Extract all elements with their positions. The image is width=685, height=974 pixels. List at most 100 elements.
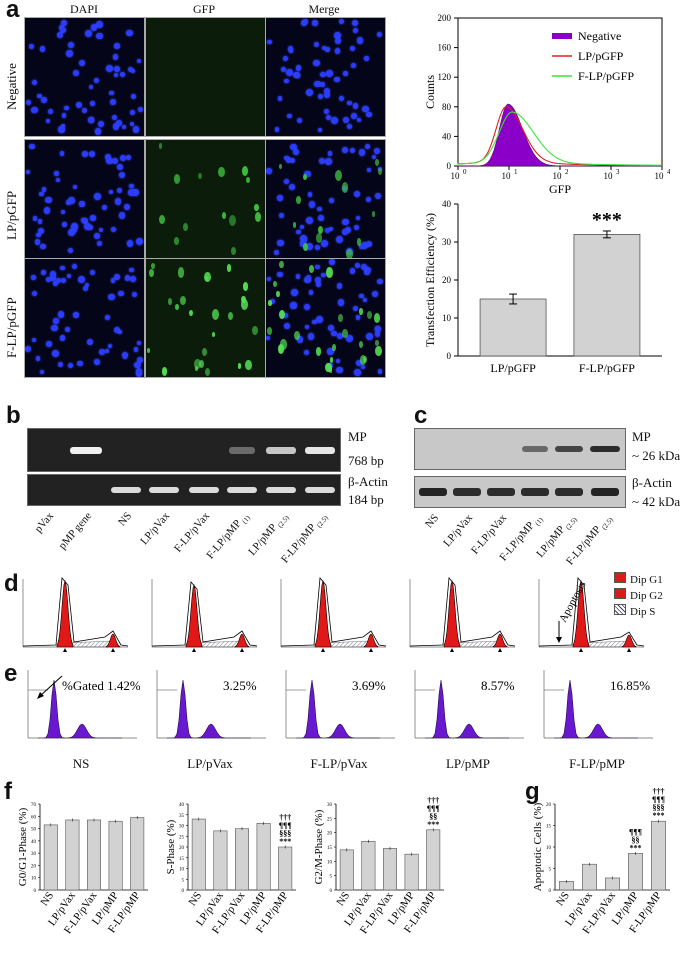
- bar-lp-pgfp: [479, 298, 547, 357]
- cell-cycle-histogram-2: [151, 579, 258, 652]
- band-label-actin: β-Actin: [348, 474, 388, 489]
- bar-f-lp-pmp: [278, 846, 293, 891]
- svg-text:15: 15: [546, 825, 552, 830]
- panel-letter-g: g: [525, 778, 540, 805]
- svg-text:30: 30: [31, 852, 37, 857]
- panel-letter-c: c: [414, 402, 428, 429]
- svg-text:15: 15: [179, 857, 185, 862]
- micrograph-r3-c2: [145, 258, 266, 378]
- bar-lp-pvax: [361, 840, 376, 891]
- svg-text:***: ***: [653, 811, 665, 820]
- svg-text:20: 20: [31, 864, 37, 869]
- group-label-3: F-LP/pVax: [310, 756, 368, 771]
- band-label-184bp: 184 bp: [348, 492, 384, 507]
- svg-text:LP/pGFP: LP/pGFP: [578, 49, 624, 63]
- band-label-768bp: 768 bp: [348, 453, 384, 468]
- svg-text:20: 20: [179, 846, 185, 851]
- svg-text:10: 10: [179, 868, 185, 873]
- gel-band: [149, 487, 179, 493]
- apoptosis-histogram-5: 16.85%: [543, 670, 653, 739]
- micrograph-r3-c1: [24, 258, 145, 378]
- actin-western-blot: [414, 476, 626, 508]
- svg-text:***: ***: [630, 843, 642, 852]
- svg-text:30: 30: [327, 803, 333, 808]
- mp-gel: [27, 428, 341, 472]
- col-header-merge: Merge: [308, 2, 340, 16]
- svg-text:20: 20: [546, 803, 552, 808]
- bar-lp-pmp: [108, 820, 123, 891]
- gel-band: [521, 488, 549, 496]
- cell-cycle-histogram-1: [22, 577, 129, 652]
- gel-band: [189, 487, 219, 493]
- row-header-flp-pgfp: F-LP/pGFP: [4, 297, 19, 358]
- bar-ns: [43, 824, 58, 891]
- group-label-1: NS: [72, 756, 90, 771]
- svg-text:¶¶¶: ¶¶¶: [427, 804, 440, 813]
- svg-text:†††: †††: [427, 796, 439, 805]
- mp-western-blot: [414, 428, 626, 470]
- svg-text:G0/G1-Phase (%): G0/G1-Phase (%): [17, 807, 29, 886]
- svg-text:10: 10: [442, 313, 452, 323]
- bar-lp-pvax: [582, 863, 597, 891]
- micrograph-r2-c2: [145, 139, 266, 259]
- panel-letter-d: d: [4, 570, 19, 597]
- gel-band: [590, 446, 620, 452]
- group-label-5: F-LP/pMP: [569, 756, 625, 771]
- bar-lp-pmp: [256, 823, 271, 891]
- svg-text:200: 200: [438, 13, 452, 23]
- bar-f-lp-pvax: [87, 819, 101, 891]
- svg-text:40: 40: [442, 199, 452, 209]
- gel-band: [591, 488, 619, 496]
- bar-f-lp-pvax: [605, 877, 620, 891]
- group-label-2: LP/pVax: [187, 756, 233, 771]
- svg-text:4: 4: [667, 168, 670, 176]
- svg-text:25: 25: [327, 817, 333, 822]
- bar-f-lp-pvax: [383, 848, 397, 891]
- svg-text:80: 80: [442, 102, 452, 112]
- micrograph-r2-c3: [265, 139, 386, 259]
- bar-f-lp-pgfp: [573, 234, 641, 357]
- svg-text:10: 10: [31, 877, 37, 882]
- svg-text:Transfection Efficiency (%): Transfection Efficiency (%): [423, 213, 437, 347]
- gel-band: [227, 487, 257, 493]
- apoptosis-histogram-1: %Gated 1.42%: [27, 670, 140, 739]
- svg-text:G2/M-Phase (%): G2/M-Phase (%): [313, 809, 325, 884]
- svg-text:40: 40: [179, 803, 185, 808]
- legend-dip-g1: Dip G1: [614, 572, 663, 588]
- band-label-42kda: ~ 42 kDa: [632, 494, 681, 509]
- svg-text:25: 25: [179, 835, 185, 840]
- svg-text:16.85%: 16.85%: [610, 678, 650, 693]
- gel-band: [555, 446, 583, 452]
- cell-cycle-legend: Dip G1 Dip G2 Dip S: [614, 572, 663, 620]
- panel-letter-b: b: [6, 402, 21, 429]
- svg-text:F-LP/pGFP: F-LP/pGFP: [578, 69, 634, 83]
- svg-text:1: 1: [514, 168, 518, 176]
- legend-dip-s: Dip S: [614, 604, 663, 620]
- svg-text:§§§: §§§: [653, 803, 665, 812]
- svg-text:10: 10: [604, 171, 614, 181]
- actin-gel: [27, 474, 341, 506]
- svg-text:10: 10: [655, 171, 665, 181]
- gel-band: [453, 488, 481, 496]
- col-header-gfp: GFP: [192, 2, 215, 16]
- gel-band: [229, 446, 255, 454]
- svg-text:10: 10: [451, 171, 461, 181]
- svg-text:†††: †††: [653, 787, 665, 796]
- bar-f-lp-pmp: [426, 829, 441, 891]
- bar-lp-pmp: [404, 853, 419, 891]
- cell-cycle-histogram-5: Apoptosis: [538, 577, 645, 652]
- svg-text:30: 30: [179, 825, 185, 830]
- bar-lp-pvax: [65, 819, 80, 891]
- svg-text:0: 0: [34, 889, 37, 894]
- bar-ns: [339, 849, 354, 891]
- svg-text:120: 120: [438, 72, 452, 82]
- svg-text:LP/pGFP: LP/pGFP: [490, 361, 536, 375]
- svg-text:§§: §§: [632, 835, 640, 844]
- svg-text:50: 50: [31, 828, 37, 833]
- svg-text:%Gated 1.42%: %Gated 1.42%: [62, 678, 140, 693]
- panel-letter-f: f: [4, 778, 12, 805]
